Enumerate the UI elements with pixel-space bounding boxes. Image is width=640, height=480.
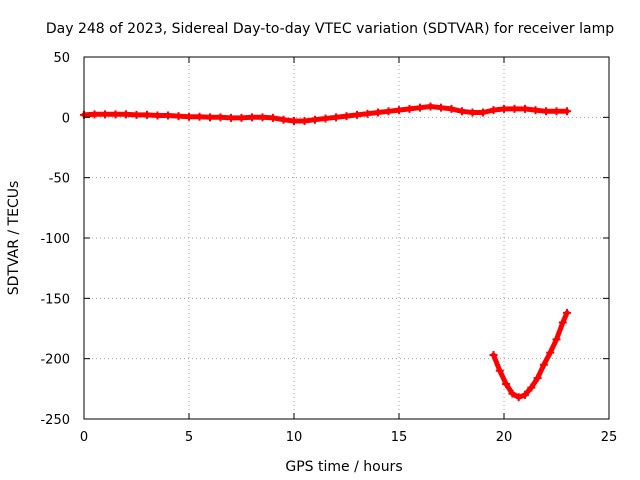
x-tick-label: 0 (80, 430, 88, 445)
data-layer (80, 102, 571, 402)
tick-layer: 0 5 10 15 20 25 -250 -200 -150 -100 -50 0 50 (40, 51, 617, 445)
data-point (489, 351, 498, 360)
chart-title: Day 248 of 2023, Sidereal Day-to-day VTE… (46, 21, 614, 37)
data-point (174, 112, 183, 121)
data-point (395, 106, 403, 115)
y-tick-label: 0 (62, 111, 70, 126)
data-point (321, 114, 330, 123)
data-point (508, 389, 517, 398)
data-point (153, 111, 162, 120)
y-tick-label: -200 (40, 353, 70, 368)
data-point (374, 108, 382, 117)
data-point (111, 110, 120, 119)
data-point (510, 104, 519, 113)
data-point (90, 110, 99, 119)
data-point (546, 348, 555, 357)
data-point (552, 335, 561, 344)
data-point (143, 110, 151, 119)
y-tick-label: -100 (40, 232, 70, 247)
data-point (164, 111, 172, 120)
data-point (216, 113, 225, 122)
data-point (533, 373, 542, 382)
x-tick-label: 15 (391, 430, 408, 445)
data-point (489, 106, 498, 115)
data-point (447, 104, 456, 113)
data-point (290, 116, 298, 125)
y-tick-label: 50 (53, 51, 70, 66)
data-point (563, 107, 571, 116)
y-tick-label: -250 (40, 413, 70, 428)
data-point (248, 113, 256, 122)
data-point (468, 108, 477, 117)
data-point (558, 318, 567, 327)
data-point (206, 113, 214, 122)
x-tick-label: 25 (601, 430, 618, 445)
data-point (416, 103, 424, 112)
data-point (539, 360, 548, 369)
data-point (521, 104, 529, 113)
data-point (458, 107, 466, 116)
x-tick-label: 20 (496, 430, 513, 445)
data-point (195, 112, 204, 121)
data-point (527, 383, 536, 392)
data-point (363, 109, 372, 118)
data-point (300, 116, 309, 125)
data-point (495, 366, 504, 375)
data-point (101, 110, 109, 119)
data-point (185, 112, 193, 121)
data-point (342, 112, 351, 121)
data-point (384, 107, 393, 116)
data-point (531, 106, 540, 115)
data-point (500, 104, 508, 113)
data-point (227, 113, 235, 122)
data-point (258, 113, 267, 122)
data-point (132, 110, 141, 119)
data-point (552, 107, 561, 116)
data-point (563, 308, 571, 317)
data-point (353, 110, 361, 119)
data-point (332, 113, 340, 122)
data-point (405, 104, 414, 113)
y-tick-label: -150 (40, 292, 70, 307)
data-point (502, 380, 511, 389)
data-point (237, 113, 246, 122)
x-tick-label: 5 (185, 430, 193, 445)
data-point (122, 110, 130, 119)
data-point (514, 393, 523, 402)
data-point (521, 390, 529, 399)
data-point (426, 102, 435, 111)
data-point (269, 113, 277, 122)
y-axis-title: SDTVAR / TECUs (6, 181, 22, 296)
data-point (279, 115, 288, 124)
data-point (542, 107, 550, 116)
data-point (311, 115, 319, 124)
x-axis-title: GPS time / hours (285, 459, 402, 475)
y-tick-label: -50 (49, 172, 70, 187)
data-point (479, 108, 487, 117)
x-tick-label: 10 (286, 430, 303, 445)
data-point (437, 103, 445, 112)
